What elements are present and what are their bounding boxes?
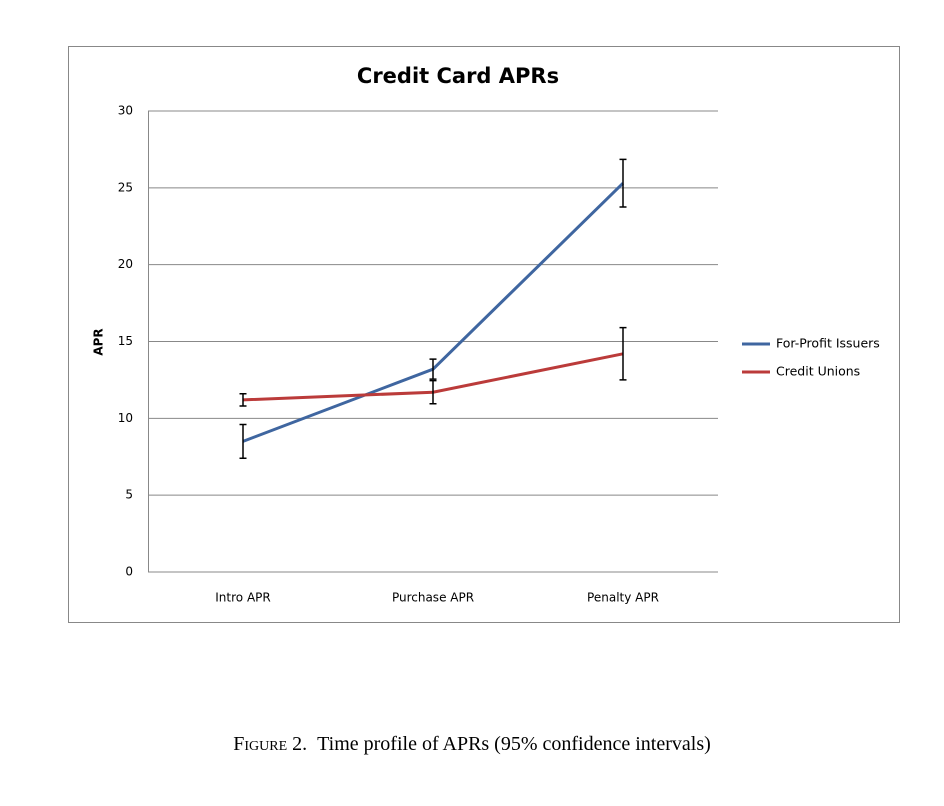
legend-label: For-Profit Issuers	[776, 336, 880, 351]
y-tick-label: 30	[118, 104, 133, 118]
y-tick-label: 25	[118, 180, 133, 194]
figure-caption: Figure 2. Time profile of APRs (95% confi…	[0, 733, 944, 756]
error-bar	[619, 158, 627, 208]
x-tick-label: Purchase APR	[392, 591, 474, 605]
chart: Credit Card APRs APR 0 5 10 15 20 25 30 Intro A…	[68, 46, 900, 623]
error-bar	[429, 358, 437, 380]
y-tick-label: 5	[125, 488, 133, 502]
x-tick-label: Penalty APR	[587, 591, 659, 605]
chart-frame	[68, 46, 900, 623]
error-bar	[239, 392, 247, 407]
x-tick-label: Intro APR	[215, 591, 270, 605]
caption-label: Figure 2.	[233, 733, 308, 755]
y-axis-title: APR	[92, 328, 106, 355]
caption-text: Time profile of APRs (95% confidence int…	[317, 733, 711, 755]
y-tick-label: 15	[118, 334, 133, 348]
y-tick-label: 20	[118, 257, 133, 271]
chart-title: Credit Card APRs	[357, 64, 559, 88]
legend-label: Credit Unions	[776, 364, 860, 379]
error-bar	[619, 326, 627, 381]
y-tick-label: 0	[125, 565, 133, 579]
y-tick-label: 10	[118, 411, 133, 425]
error-bar	[429, 379, 437, 405]
error-bar	[239, 423, 247, 460]
